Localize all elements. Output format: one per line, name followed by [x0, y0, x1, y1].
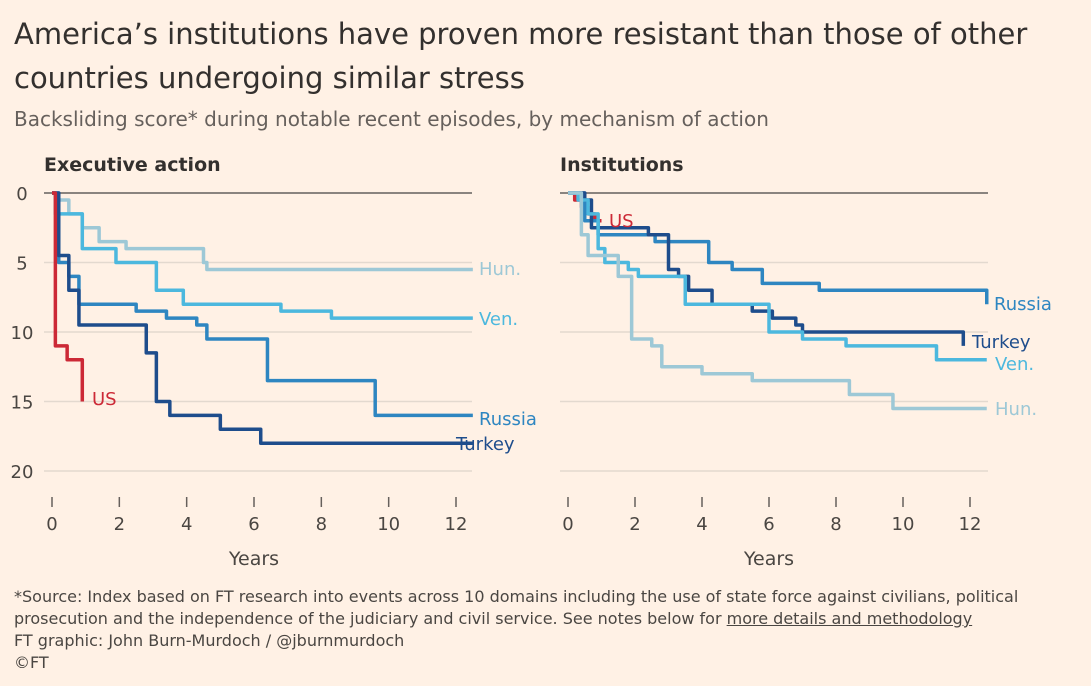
x-tick-label: 10 [892, 514, 915, 535]
x-axis-label: Years [743, 548, 794, 570]
x-tick-label: 12 [445, 514, 468, 535]
y-tick-label: 15 [11, 393, 34, 414]
panel-title-executive: Executive action [44, 154, 221, 176]
y-tick-label: 10 [11, 323, 34, 344]
x-tick-label: 6 [763, 514, 774, 535]
x-tick-label: 4 [181, 514, 192, 535]
y-tick-label: 0 [16, 184, 27, 205]
x-tick-label: 6 [248, 514, 259, 535]
panel-0: 0 5 10 15 20 0 2 4 6 8 10 12 Years [11, 184, 473, 570]
footer: *Source: Index based on FT research into… [14, 586, 1079, 674]
x-tick-label: 0 [46, 514, 57, 535]
credit: FT graphic: John Burn-Murdoch / @jburnmu… [14, 631, 405, 650]
series-label-ven: Ven. [995, 354, 1034, 375]
x-tick-label: 0 [562, 514, 573, 535]
y-tick-label: 5 [16, 254, 27, 275]
series-line-ven [568, 191, 987, 362]
series-label-ven: Ven. [479, 309, 518, 330]
series-line-ven [52, 191, 473, 320]
methodology-link[interactable]: more details and methodology [726, 609, 973, 628]
x-tick-label: 8 [830, 514, 841, 535]
chart-subtitle: Backsliding score* during notable recent… [14, 107, 769, 131]
chart-title: America’s institutions have proven more … [14, 17, 1028, 95]
panel-1: 0 2 4 6 8 10 12 Years [560, 191, 989, 570]
series-line-turkey [52, 191, 473, 445]
x-tick-label: 4 [696, 514, 707, 535]
series-label-turkey: Turkey [455, 434, 515, 455]
series-label-hun: Hun. [479, 259, 521, 280]
series-line-hun [568, 191, 987, 411]
y-tick-label: 20 [11, 462, 34, 483]
series-label-us: US [609, 211, 634, 232]
x-tick-label: 2 [114, 514, 125, 535]
series-label-us: US [92, 389, 117, 410]
source-note: *Source: Index based on FT research into… [14, 587, 1019, 628]
series-label-russia: Russia [479, 409, 537, 430]
series-label-russia: Russia [994, 294, 1052, 315]
x-tick-label: 2 [629, 514, 640, 535]
series-label-hun: Hun. [995, 399, 1037, 420]
panel-title-institutions: Institutions [560, 154, 684, 176]
series-line-hun [52, 191, 473, 272]
x-tick-label: 10 [377, 514, 400, 535]
series-label-turkey: Turkey [971, 332, 1031, 353]
x-tick-label: 8 [316, 514, 327, 535]
x-tick-label: 12 [959, 514, 982, 535]
copyright: ©FT [14, 653, 49, 672]
series-line-us [52, 191, 85, 402]
x-axis-label: Years [228, 548, 279, 570]
